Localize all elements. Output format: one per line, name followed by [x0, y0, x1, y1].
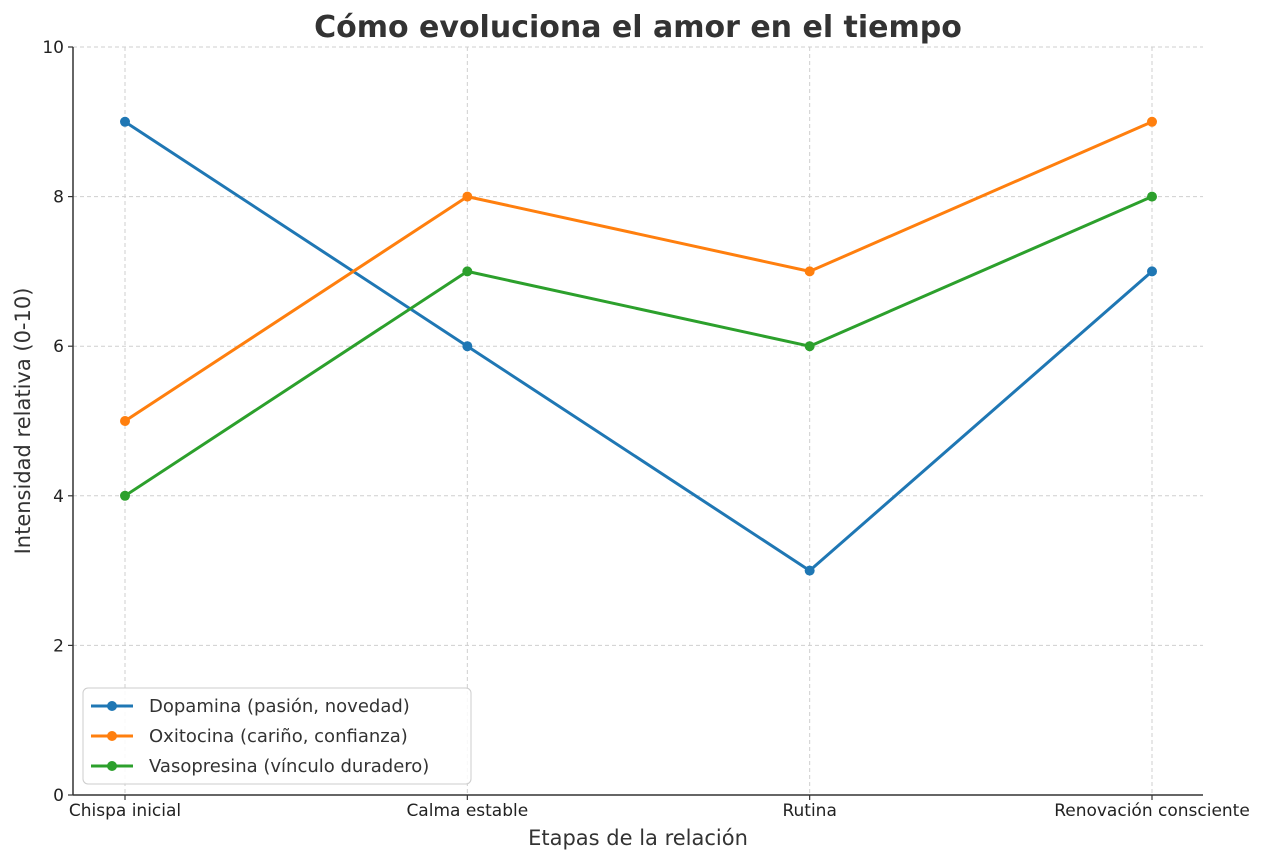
data-point [1147, 191, 1157, 202]
data-point [1147, 116, 1157, 127]
data-point [462, 191, 473, 202]
y-axis-label: Intensidad relativa (0-10) [11, 288, 35, 555]
legend: Dopamina (pasión, novedad) Oxitocina (car… [82, 687, 472, 785]
series-line [124, 195, 1153, 498]
legend-marker [107, 761, 117, 771]
series-lines [120, 116, 1157, 576]
legend-item: Vasopresina (vínculo duradero) [91, 756, 429, 777]
legend-marker [107, 731, 117, 741]
series [120, 191, 1157, 501]
data-point [804, 565, 815, 576]
data-point [120, 116, 130, 127]
data-point [1147, 266, 1157, 277]
series [120, 116, 1157, 426]
legend-label: Oxitocina (cariño, confianza) [149, 726, 408, 747]
series-line [124, 120, 1153, 573]
y-tick-label: 0 [53, 786, 64, 806]
series-line [124, 120, 1153, 423]
x-tick-label: Chispa inicial [69, 801, 181, 821]
data-point [462, 266, 473, 277]
legend-item: Dopamina (pasión, novedad) [91, 696, 410, 717]
legend-marker [107, 701, 117, 711]
chart-title: Cómo evoluciona el amor en el tiempo [314, 10, 962, 45]
x-tick-labels: Chispa inicial Calma estable Rutina Renovac… [69, 795, 1250, 821]
x-tick-label: Renovación consciente [1054, 801, 1250, 821]
legend-item: Oxitocina (cariño, confianza) [91, 726, 408, 747]
y-tick-labels: 0 2 4 6 8 10 [42, 38, 73, 806]
x-tick-label: Calma estable [406, 801, 528, 821]
legend-label: Vasopresina (vínculo duradero) [149, 756, 429, 777]
y-tick-label: 8 [53, 188, 64, 208]
y-tick-label: 10 [42, 38, 64, 58]
legend-box [82, 687, 472, 785]
x-tick-label: Rutina [782, 801, 836, 821]
data-point [804, 266, 815, 277]
series [120, 116, 1157, 576]
data-point [120, 490, 130, 501]
legend-label: Dopamina (pasión, novedad) [149, 696, 410, 717]
data-point [462, 341, 473, 352]
data-point [120, 416, 130, 426]
data-point [804, 341, 815, 352]
y-tick-label: 6 [53, 337, 64, 357]
grid [73, 46, 1203, 795]
x-axis-label: Etapas de la relación [528, 826, 748, 850]
y-tick-label: 2 [53, 636, 64, 656]
y-tick-label: 4 [53, 487, 64, 507]
